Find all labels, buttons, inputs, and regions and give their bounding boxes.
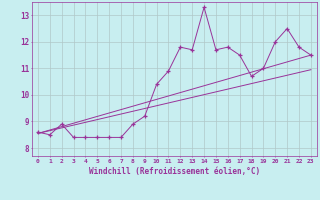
X-axis label: Windchill (Refroidissement éolien,°C): Windchill (Refroidissement éolien,°C) bbox=[89, 167, 260, 176]
